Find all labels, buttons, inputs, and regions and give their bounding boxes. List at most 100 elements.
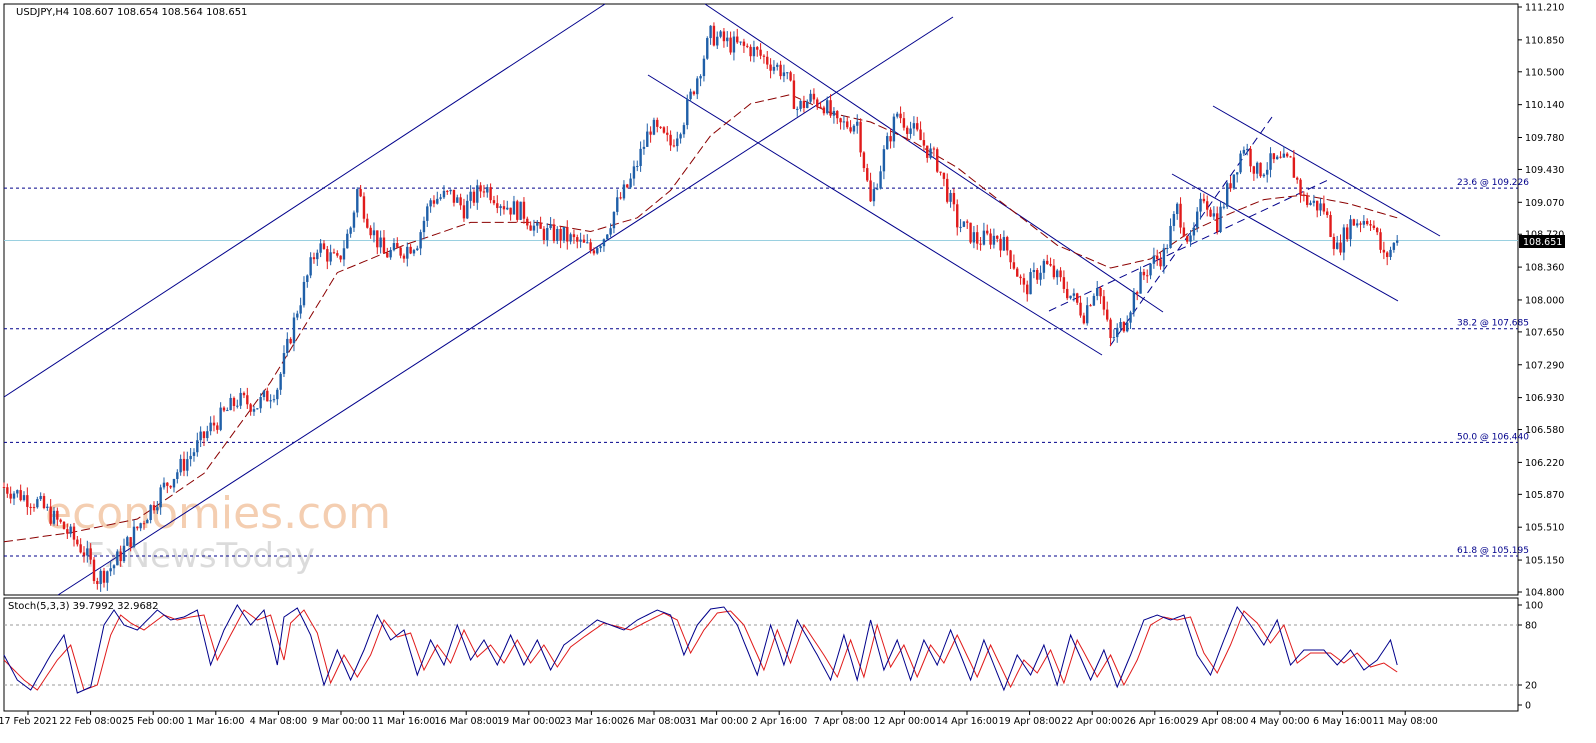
candle-body [1229, 183, 1232, 189]
candle-body [1202, 198, 1206, 202]
candle-body [452, 189, 456, 203]
candle-body [1002, 237, 1006, 251]
price-tick-label: 106.220 [1525, 458, 1564, 469]
watermark-economies: economies.com [45, 488, 391, 539]
candle-body [492, 200, 496, 204]
candle-body [549, 224, 552, 229]
candle-body [302, 281, 306, 306]
candle-body [939, 171, 942, 173]
candle-body [689, 91, 692, 100]
candle-body [509, 207, 512, 215]
candle-body [592, 250, 596, 254]
price-tick-label: 110.850 [1525, 35, 1564, 46]
candle-body [1369, 224, 1372, 226]
stoch-tick-label: 0 [1525, 701, 1531, 712]
candle-body [1142, 271, 1146, 276]
candle-body [406, 246, 409, 259]
candle-body [806, 101, 809, 108]
candle-body [1236, 172, 1239, 175]
price-tick-label: 105.150 [1525, 556, 1564, 567]
candle-body [1092, 295, 1096, 306]
price-tick-label: 109.780 [1525, 133, 1564, 144]
price-tick-label: 111.210 [1525, 3, 1564, 14]
candle-body [426, 206, 429, 221]
candle-body [1042, 260, 1046, 273]
candle-body [1079, 302, 1082, 316]
candle-body [1106, 309, 1109, 320]
candle-body [1212, 213, 1216, 217]
candle-body [106, 571, 109, 583]
candle-body [1052, 265, 1056, 278]
symbol-info: USDJPY,H4 108.607 108.654 108.564 108.65… [16, 7, 247, 18]
candle-body [172, 479, 176, 488]
candle-body [676, 138, 679, 147]
candle-body [136, 526, 139, 529]
candle-body [36, 499, 39, 508]
candle-body [599, 246, 602, 249]
candle-body [682, 125, 686, 135]
candle-body [486, 187, 489, 193]
stoch-main-line [3, 604, 1398, 694]
candle-body [969, 222, 972, 243]
candle-body [1279, 156, 1282, 158]
current-price-label: 108.651 [1523, 237, 1562, 248]
candle-body [146, 520, 149, 524]
candle-body [972, 232, 976, 243]
candle-body [606, 234, 609, 240]
candle-body [286, 338, 289, 354]
candle-body [1276, 156, 1279, 160]
candle-body [1162, 248, 1166, 267]
candle-body [266, 390, 269, 402]
candle-body [539, 222, 542, 229]
candle-body [296, 313, 299, 318]
candle-body [1049, 264, 1052, 266]
time-tick-label: 17 Feb 2021 [0, 716, 58, 727]
price-tick-label: 107.290 [1525, 360, 1564, 371]
candle-body [419, 232, 422, 249]
candle-body [892, 116, 896, 142]
candle-body [902, 118, 906, 128]
candle-body [199, 431, 202, 441]
candle-body [959, 226, 962, 228]
candle-body [809, 93, 812, 102]
candle-body [1302, 195, 1306, 197]
candle-body [626, 184, 629, 188]
candle-body [792, 80, 796, 109]
candle-body [782, 72, 786, 77]
time-tick-label: 22 Feb 08:00 [59, 716, 121, 727]
candle-body [479, 185, 482, 192]
candle-body [382, 237, 386, 253]
candle-body [239, 392, 242, 406]
candle-body [762, 55, 766, 57]
candle-body [319, 243, 322, 253]
candle-body [189, 455, 192, 460]
time-tick-label: 29 Apr 08:00 [1186, 716, 1248, 727]
candle-body [652, 119, 656, 135]
candle-body [752, 47, 756, 57]
candle-body [702, 58, 706, 77]
candle-body [442, 190, 446, 198]
candle-body [1029, 272, 1032, 295]
candle-body [1039, 272, 1042, 280]
channel-line-7 [1212, 105, 1441, 237]
candle-body [1112, 337, 1116, 339]
candle-body [219, 407, 222, 430]
candle-body [919, 129, 922, 141]
candle-body [389, 250, 392, 258]
candle-body [116, 551, 119, 566]
fib-label-3: 61.8 @ 105.195 [1457, 546, 1529, 556]
time-tick-label: 16 Mar 08:00 [434, 716, 497, 727]
candle-body [1169, 225, 1172, 248]
price-tick-label: 110.140 [1525, 100, 1564, 111]
time-tick-label: 2 Apr 16:00 [751, 716, 807, 727]
candle-body [69, 526, 72, 534]
price-tick-label: 104.800 [1525, 588, 1564, 599]
candle-body [202, 431, 206, 439]
stoch-info: Stoch(5,3,3) 39.7992 32.9682 [8, 601, 159, 612]
candle-body [1136, 292, 1139, 294]
candle-body [72, 526, 76, 540]
candle-body [392, 243, 396, 251]
candle-body [609, 228, 612, 235]
candle-body [159, 487, 162, 508]
candle-body [586, 242, 589, 244]
